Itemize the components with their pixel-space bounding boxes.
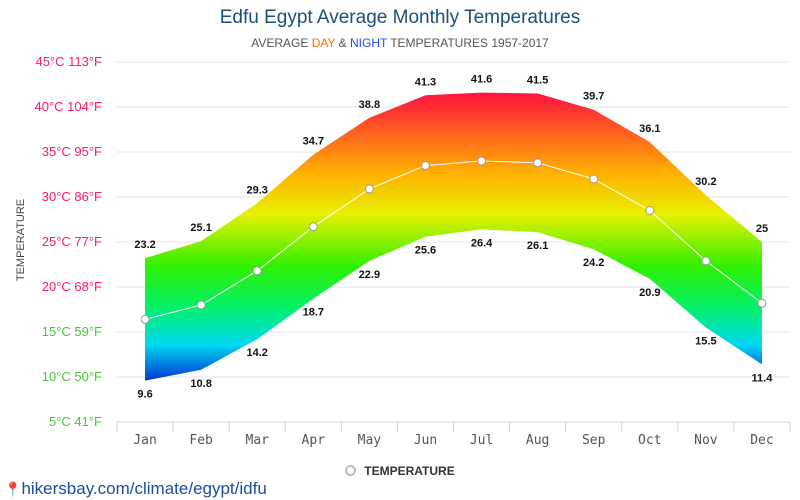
x-tick-label: Jan xyxy=(133,433,156,448)
temperature-point xyxy=(196,300,206,310)
y-tick-label: 30°C 86°F xyxy=(42,189,102,204)
x-tick-label: Apr xyxy=(302,433,326,448)
x-tick-label: May xyxy=(358,433,382,448)
day-value-label: 29.3 xyxy=(246,184,267,196)
legend-item-temperature[interactable]: TEMPERATURE xyxy=(0,464,800,478)
x-tick-label: Feb xyxy=(189,433,213,448)
y-tick-label: 40°C 104°F xyxy=(35,99,103,114)
subtitle-night: NIGHT xyxy=(349,36,388,50)
day-value-label: 30.2 xyxy=(695,176,716,188)
map-pin-icon: 📍 xyxy=(4,481,22,497)
y-tick-label: 45°C 113°F xyxy=(35,54,102,69)
temperature-point xyxy=(645,206,655,215)
temperature-point xyxy=(364,184,374,194)
x-tick-label: Aug xyxy=(526,433,549,448)
temperature-point xyxy=(533,158,543,168)
temperature-point xyxy=(420,161,430,170)
x-tick-label: Dec xyxy=(750,433,773,448)
night-value-label: 11.4 xyxy=(752,372,774,384)
x-tick-label: Mar xyxy=(245,433,269,448)
source-text: hikersbay.com/climate/egypt/idfu xyxy=(21,479,267,498)
night-value-label: 26.4 xyxy=(471,237,493,249)
y-tick-label: 5°C 41°F xyxy=(49,414,102,429)
temperature-point xyxy=(252,266,262,276)
temperature-point xyxy=(477,156,487,166)
chart-subtitle: AVERAGE DAY & NIGHT TEMPERATURES 1957-20… xyxy=(0,36,800,50)
temperature-point xyxy=(308,222,318,232)
temperature-point xyxy=(140,314,150,324)
subtitle-post: TEMPERATURES 1957-2017 xyxy=(387,36,549,50)
night-value-label: 18.7 xyxy=(303,307,324,319)
day-value-label: 41.5 xyxy=(527,75,548,87)
x-tick-label: Oct xyxy=(638,433,661,448)
y-tick-label: 15°C 59°F xyxy=(42,324,102,339)
night-value-label: 24.2 xyxy=(583,257,604,269)
day-value-label: 36.1 xyxy=(639,123,660,135)
night-value-label: 22.9 xyxy=(359,269,380,281)
night-value-label: 10.8 xyxy=(190,378,211,390)
night-value-label: 26.1 xyxy=(527,240,548,252)
day-value-label: 39.7 xyxy=(583,91,604,103)
day-value-label: 38.8 xyxy=(359,99,380,111)
day-value-label: 25.1 xyxy=(190,222,211,234)
temperature-point xyxy=(701,256,711,266)
y-axis-title: TEMPERATURE xyxy=(15,199,27,281)
temperature-band xyxy=(145,92,762,381)
temperature-point xyxy=(757,298,767,308)
y-tick-label: 10°C 50°F xyxy=(42,369,102,384)
subtitle-day: DAY xyxy=(311,36,336,50)
subtitle-pre: AVERAGE xyxy=(251,36,312,50)
x-tick-label: Jun xyxy=(414,433,437,448)
y-tick-label: 20°C 68°F xyxy=(42,279,102,294)
y-tick-label: 35°C 95°F xyxy=(42,144,102,159)
chart-title: Edfu Egypt Average Monthly Temperatures xyxy=(219,7,581,28)
temperature-line xyxy=(144,160,763,320)
day-value-label: 25 xyxy=(756,223,768,235)
temperature-point xyxy=(589,174,599,184)
x-tick-label: Jul xyxy=(470,433,493,448)
legend-label: TEMPERATURE xyxy=(364,464,455,478)
night-value-label: 20.9 xyxy=(639,287,660,299)
night-value-label: 25.6 xyxy=(415,245,436,257)
day-value-label: 23.2 xyxy=(134,239,155,251)
day-value-label: 34.7 xyxy=(303,136,324,148)
day-value-label: 41.3 xyxy=(415,76,436,88)
legend-marker-icon xyxy=(345,465,357,476)
subtitle-amp: & xyxy=(335,36,350,50)
source-link[interactable]: 📍hikersbay.com/climate/egypt/idfu xyxy=(4,479,267,499)
night-value-label: 9.6 xyxy=(137,389,152,401)
y-tick-label: 25°C 77°F xyxy=(42,234,102,249)
day-value-label: 41.6 xyxy=(471,74,492,86)
night-value-label: 15.5 xyxy=(695,336,716,348)
x-tick-label: Sep xyxy=(582,433,606,448)
night-value-label: 14.2 xyxy=(246,347,267,359)
x-tick-label: Nov xyxy=(694,433,718,448)
